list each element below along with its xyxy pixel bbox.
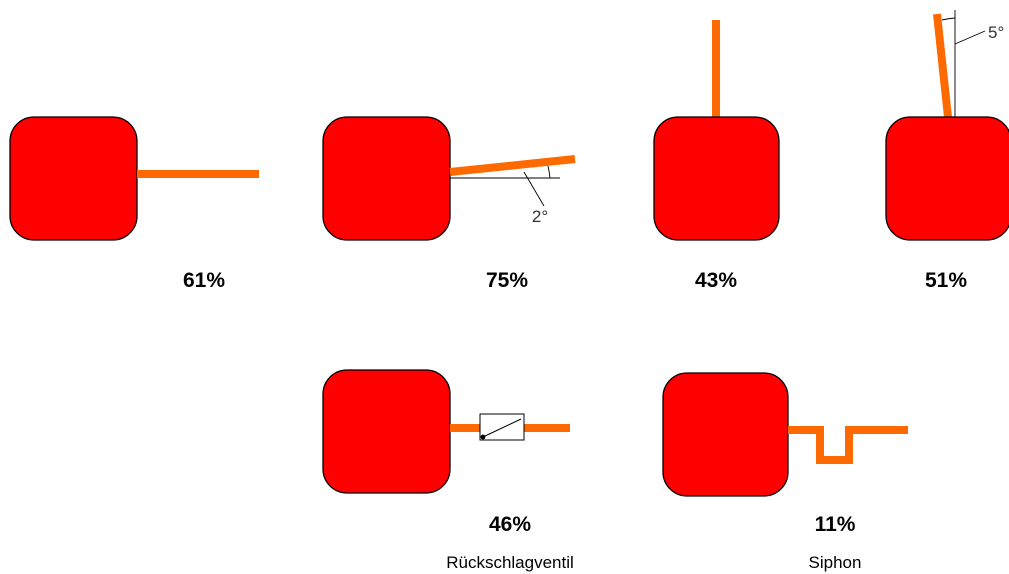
angle-arc [547, 165, 551, 179]
percentage-label: 75% [486, 269, 528, 292]
percentage-label: 61% [183, 269, 225, 292]
siphon-pipe [788, 426, 908, 464]
angle-arc [941, 17, 956, 21]
angle-label: 5° [988, 23, 1004, 42]
container-box [9, 116, 138, 241]
pipe [933, 13, 952, 118]
caption-label: Rückschlagventil [446, 553, 574, 572]
setup-tilted-5deg: 5° 51% [885, 10, 1009, 292]
percentage-label: 46% [489, 513, 531, 536]
pipe [449, 155, 576, 176]
check-valve-icon [479, 413, 525, 441]
container-box [662, 372, 789, 497]
container-box [322, 369, 451, 494]
setup-check-valve: 46% Rückschlagventil [322, 369, 574, 572]
angle-leader-line [523, 171, 545, 207]
setup-vertical: 43% [653, 20, 780, 292]
container-box [885, 116, 1009, 241]
setup-horizontal: 61% [9, 116, 259, 292]
container-box [322, 116, 451, 241]
angle-label: 2° [532, 207, 548, 226]
setup-rising-2deg: 2° 75% [322, 116, 576, 292]
angle-leader-line [954, 30, 986, 45]
percentage-label: 51% [925, 269, 967, 292]
percentage-label: 11% [815, 513, 856, 536]
container-box [653, 116, 780, 241]
caption-label: Siphon [809, 553, 862, 572]
percentage-label: 43% [695, 269, 737, 292]
setup-siphon: 11% Siphon [662, 372, 908, 572]
